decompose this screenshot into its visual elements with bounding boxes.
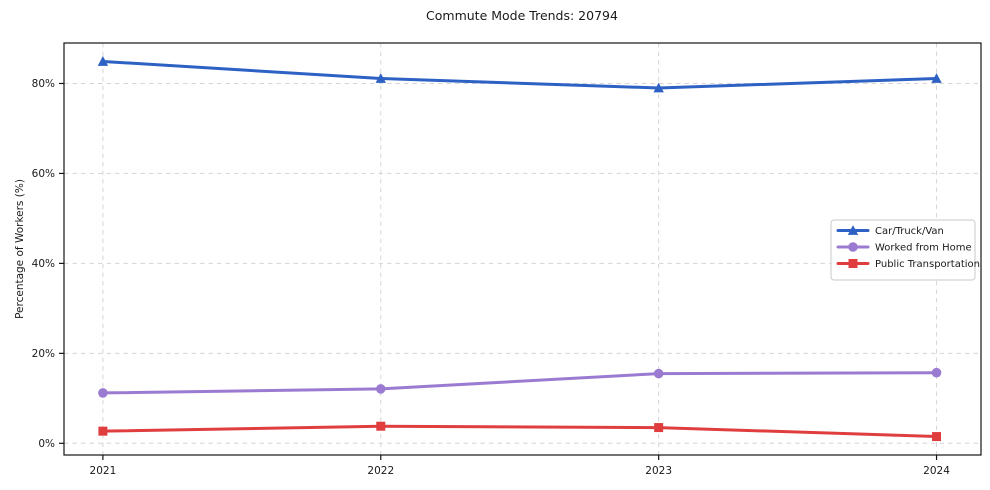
legend-item-label: Car/Truck/Van [875,226,944,237]
marker-public-transportation [376,421,386,431]
y-tick-label: 20% [32,348,55,360]
legend-marker-worked-from-home [848,242,858,252]
marker-car-truck-van [97,56,109,66]
y-tick-label: 60% [32,168,55,180]
marker-public-transportation [932,432,942,442]
x-tick-label: 2021 [90,465,117,477]
series-line-worked-from-home [101,371,939,395]
legend-item-label: Public Transportation [875,259,980,270]
marker-car-truck-van [931,73,942,83]
marker-car-truck-van [375,73,386,83]
marker-worked-from-home [653,368,664,379]
chart-root: 0% 20% 40% 60% 80% 2021 2022 2023 2024 Car/Truck/… [32,42,982,477]
y-tick-label: 80% [32,78,55,90]
marker-public-transportation [98,426,108,436]
x-tick-label: 2024 [923,465,950,477]
marker-car-truck-van [653,82,664,93]
marker-worked-from-home [931,367,942,378]
legend-item-label: Worked from Home [875,243,972,254]
x-tick-label: 2022 [367,465,394,477]
legend: Car/Truck/Van Worked from Home Public Tran… [830,219,980,281]
legend-marker-car-truck-van [847,225,859,235]
y-axis-label: Percentage of Workers (%) [14,179,26,319]
series-line-public-transportation [101,424,939,439]
chart-title: Commute Mode Trends: 20794 [426,8,618,23]
marker-worked-from-home [375,384,386,394]
series-line-car-truck-van [101,59,939,90]
legend-marker-public-transportation [848,259,858,268]
y-tick-label: 40% [32,258,55,270]
y-tick-label: 0% [38,438,55,450]
x-tick-label: 2023 [645,465,672,477]
marker-worked-from-home [98,388,108,398]
marker-public-transportation [654,423,664,433]
plot-border [63,42,982,456]
